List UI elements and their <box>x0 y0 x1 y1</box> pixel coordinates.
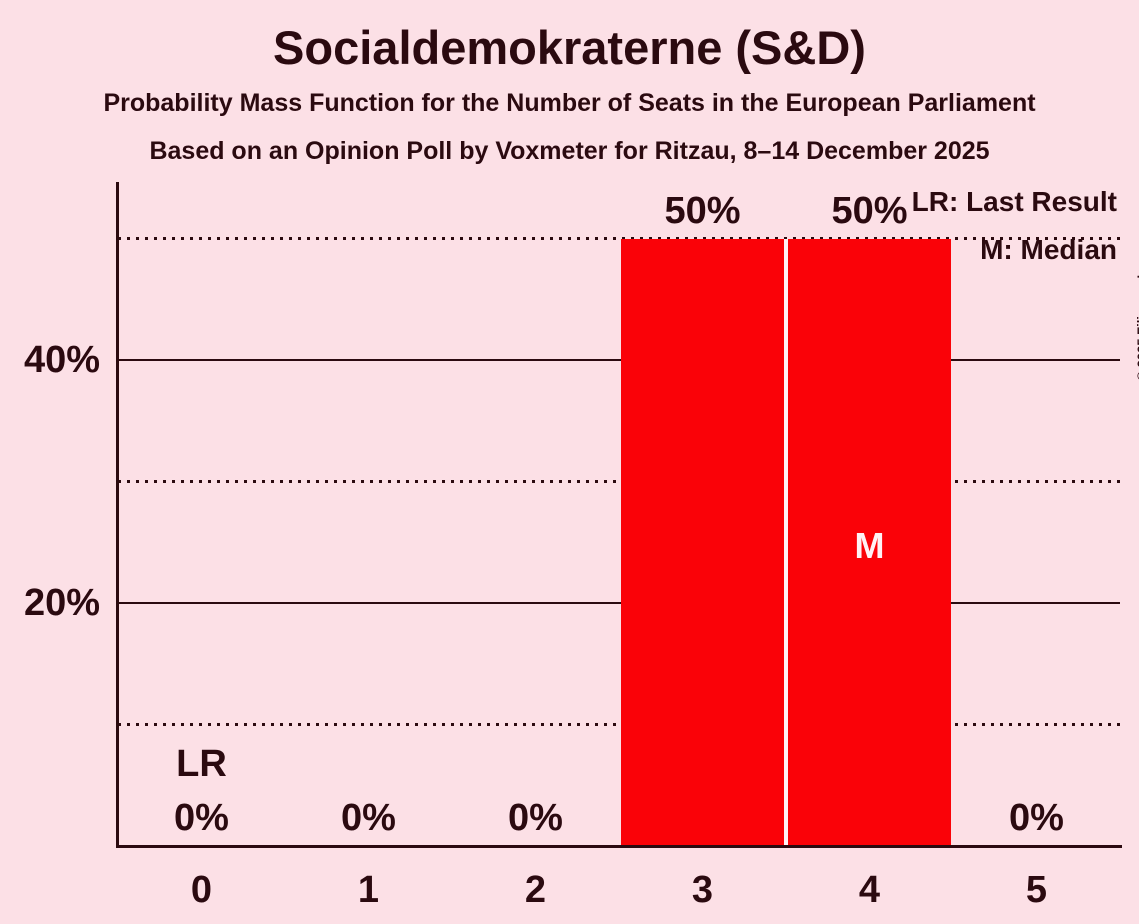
x-tick-label-5: 5 <box>1025 869 1048 911</box>
x-axis-line <box>116 845 1122 848</box>
copyright-text: © 2025 Filip van Laenen <box>1135 233 1139 381</box>
value-label-seats-1: 0% <box>341 797 396 839</box>
chart-subtitle: Probability Mass Function for the Number… <box>103 89 1036 117</box>
gridline-dotted-10pct <box>118 722 1120 726</box>
y-axis-line <box>116 182 119 848</box>
chart-legend: LR: Last Result M: Median <box>912 178 1117 274</box>
value-label-seats-2: 0% <box>508 797 563 839</box>
bar-divider <box>784 238 788 846</box>
x-tick-label-2: 2 <box>524 869 547 911</box>
value-label-seats-0: 0% <box>174 797 229 839</box>
bar-seats-4 <box>788 238 951 846</box>
bar-seats-3 <box>621 238 784 846</box>
legend-median: M: Median <box>980 234 1117 265</box>
x-tick-label-4: 4 <box>858 869 881 911</box>
x-tick-label-0: 0 <box>190 869 213 911</box>
last-result-marker: LR <box>176 743 227 785</box>
legend-last-result: LR: Last Result <box>911 186 1117 217</box>
gridline-dotted-30pct <box>118 479 1120 483</box>
x-tick-label-3: 3 <box>691 869 714 911</box>
gridline-dotted-50pct <box>118 236 1120 240</box>
gridline-solid-20pct <box>118 602 1120 605</box>
chart-title: Socialdemokraterne (S&D) <box>273 21 866 74</box>
chart-source-subtitle: Based on an Opinion Poll by Voxmeter for… <box>149 137 990 165</box>
value-label-seats-4: 50% <box>831 189 908 232</box>
x-tick-label-1: 1 <box>357 869 380 911</box>
y-tick-label-40pct: 40% <box>23 339 100 382</box>
plot-area: 0% LR 0% 0% 50% 50% M 0% <box>118 183 1120 846</box>
y-tick-label-20pct: 20% <box>23 582 100 625</box>
value-label-seats-5: 0% <box>1009 797 1064 839</box>
value-label-seats-3: 50% <box>664 189 741 232</box>
gridline-solid-40pct <box>118 359 1120 362</box>
median-marker: M <box>854 525 885 566</box>
